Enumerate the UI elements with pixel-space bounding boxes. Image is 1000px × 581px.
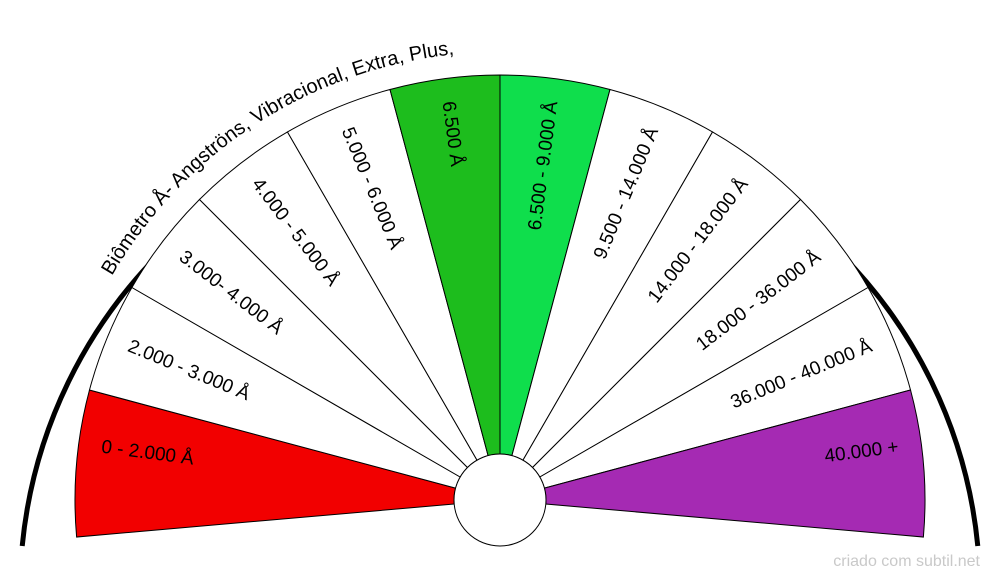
dial-hub bbox=[453, 453, 547, 547]
credit-text: criado com subtil.net bbox=[833, 553, 980, 570]
